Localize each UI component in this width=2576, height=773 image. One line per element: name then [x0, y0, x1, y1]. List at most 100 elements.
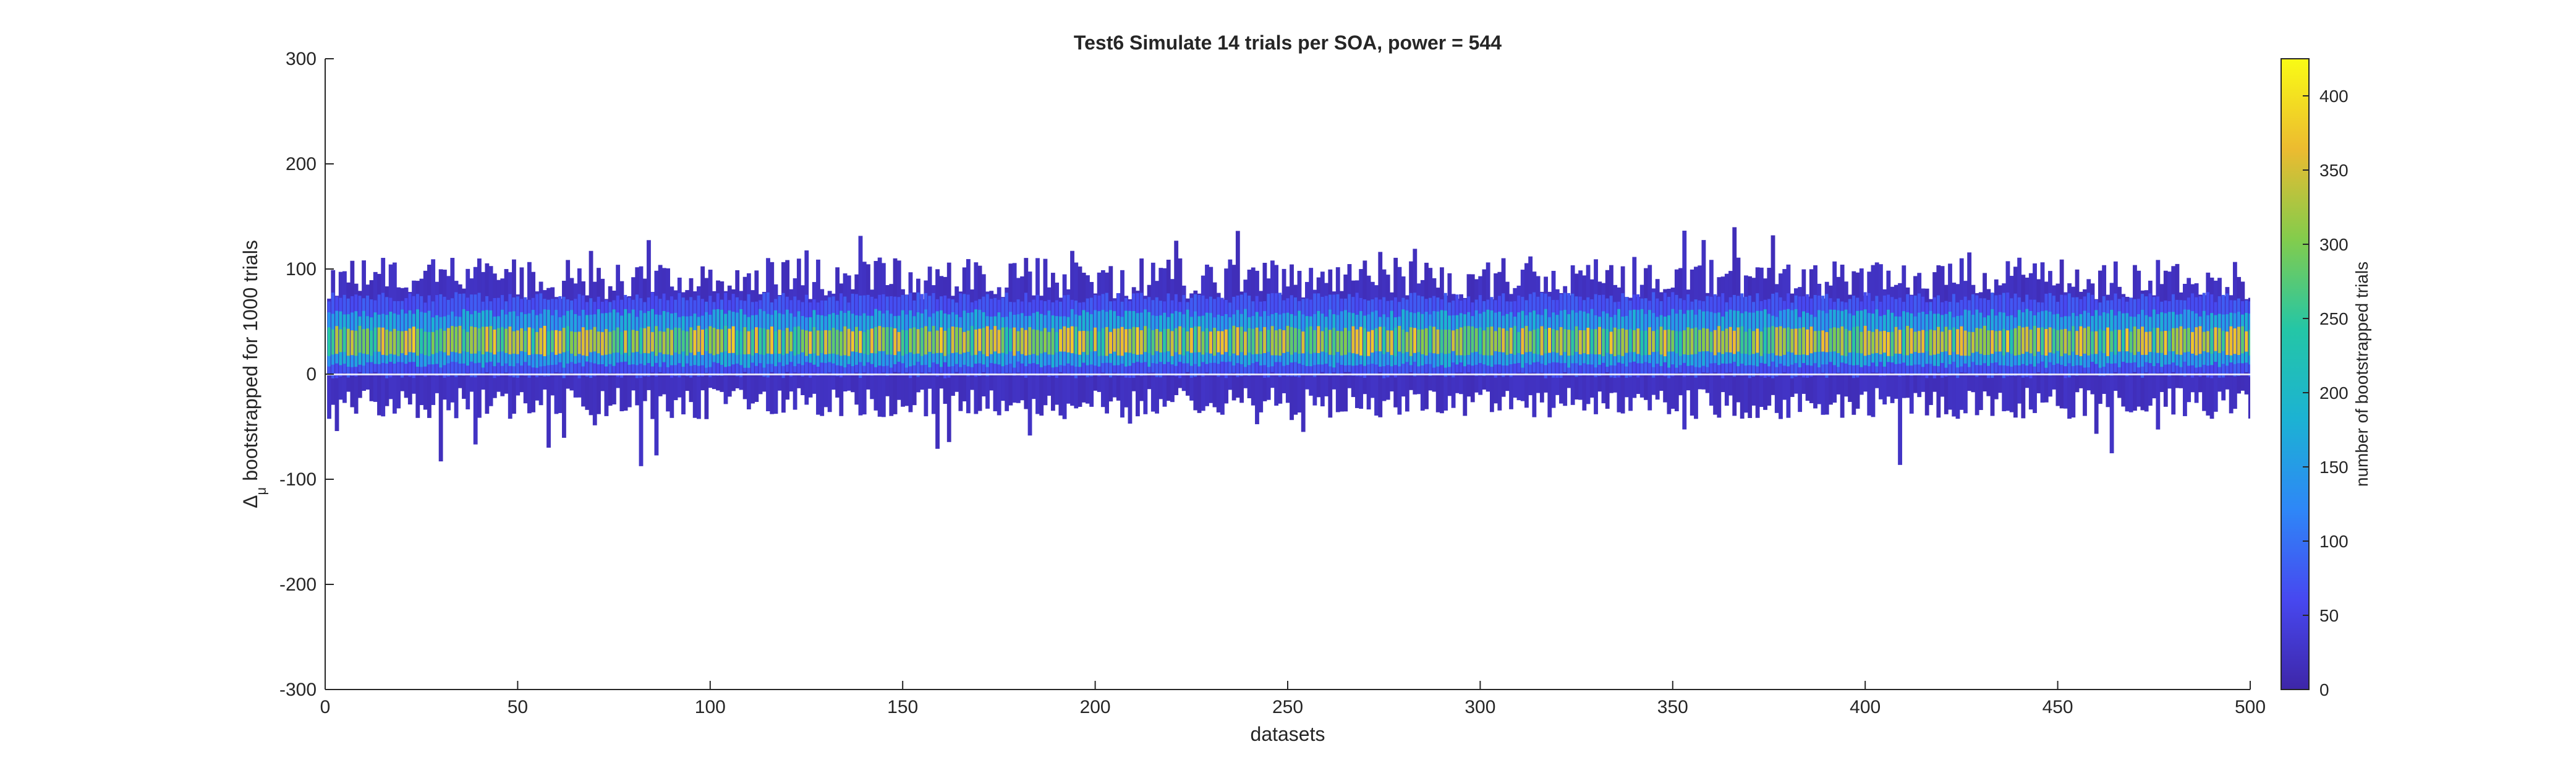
dataset-column — [1143, 296, 1148, 414]
density-cell — [909, 328, 912, 352]
dataset-column — [1470, 274, 1475, 403]
density-cell — [415, 328, 419, 356]
dataset-column — [1189, 293, 1194, 401]
dataset-column — [793, 278, 797, 410]
dataset-column — [1093, 293, 1098, 391]
density-cell — [2025, 327, 2029, 352]
density-cell — [508, 327, 512, 354]
density-cell — [516, 330, 519, 354]
dataset-column — [1478, 276, 1483, 395]
dataset-column — [1058, 297, 1063, 416]
dataset-column — [908, 272, 913, 412]
density-cell — [1182, 327, 1186, 356]
density-cell — [1066, 328, 1070, 352]
density-cell — [562, 328, 566, 352]
density-cell — [1817, 330, 1821, 352]
dataset-column — [754, 270, 759, 402]
density-cell — [608, 331, 612, 354]
dataset-column — [327, 298, 331, 419]
density-cell — [1089, 330, 1093, 352]
dataset-column — [392, 262, 397, 414]
density-cell — [1509, 327, 1513, 354]
dataset-column — [742, 276, 747, 399]
dataset-column — [512, 259, 516, 414]
dataset-column — [1928, 299, 1933, 405]
density-cell — [1070, 326, 1074, 354]
dataset-column — [1686, 289, 1691, 391]
dataset-column — [1293, 284, 1298, 415]
dataset-column — [1440, 267, 1444, 414]
dataset-column — [1817, 283, 1822, 404]
dataset-column — [1459, 294, 1463, 395]
dataset-column — [1382, 269, 1387, 401]
density-cell — [1921, 330, 1925, 353]
density-cell — [1174, 328, 1178, 352]
dataset-column — [1185, 298, 1190, 396]
density-cell — [1167, 328, 1170, 351]
density-cell — [878, 326, 882, 351]
zero-gap — [325, 374, 2250, 375]
density-cell — [1263, 327, 1267, 353]
dataset-column — [1309, 268, 1314, 396]
density-cell — [1013, 327, 1016, 356]
dataset-column — [1135, 291, 1140, 417]
dataset-column — [1001, 297, 1005, 401]
dataset-column — [1921, 288, 1926, 392]
density-cell — [890, 327, 893, 355]
dataset-column — [2075, 269, 2080, 393]
density-cell — [1532, 330, 1536, 354]
dataset-column — [1790, 293, 1795, 397]
density-cell — [1998, 330, 2002, 352]
dataset-column — [2121, 294, 2126, 407]
dataset-column — [2128, 297, 2133, 412]
density-cell — [1051, 328, 1055, 355]
density-cell — [1875, 329, 1879, 353]
dataset-column — [589, 250, 593, 416]
density-cell — [912, 327, 916, 354]
dataset-column — [685, 290, 690, 391]
dataset-column — [958, 291, 963, 411]
density-cell — [1798, 328, 1801, 355]
density-cell — [1663, 330, 1667, 357]
dataset-column — [673, 290, 678, 401]
density-cell — [1440, 329, 1443, 353]
dataset-column — [462, 288, 466, 399]
density-cell — [1478, 327, 1482, 354]
dataset-column — [893, 258, 898, 414]
dataset-column — [731, 289, 736, 391]
density-cell — [2121, 330, 2125, 351]
dataset-column — [1917, 273, 1922, 398]
density-cell — [389, 331, 393, 354]
colorbar-tick-label: 100 — [2319, 532, 2349, 551]
density-cell — [728, 328, 731, 354]
dataset-column — [523, 297, 528, 404]
dataset-column — [796, 258, 801, 388]
dataset-column — [1717, 277, 1722, 418]
dataset-column — [2033, 263, 2037, 413]
density-cell — [1486, 327, 1490, 356]
density-cell — [1613, 327, 1617, 356]
dataset-column — [1505, 281, 1510, 391]
dataset-column — [939, 276, 944, 389]
density-cell — [1979, 328, 1983, 354]
dataset-column — [1251, 267, 1256, 406]
dataset-column — [2237, 276, 2242, 394]
density-cell — [1047, 331, 1051, 355]
dataset-column — [438, 269, 443, 462]
density-cell — [708, 326, 712, 354]
density-cell — [893, 328, 897, 356]
dataset-column — [1139, 258, 1144, 401]
dataset-column — [435, 281, 440, 393]
density-cell — [647, 327, 650, 354]
density-cell — [1035, 330, 1039, 356]
density-cell — [974, 329, 978, 355]
dataset-column — [1732, 227, 1737, 416]
colorbar-tick-label: 250 — [2319, 309, 2349, 328]
dataset-column — [1193, 290, 1198, 411]
dataset-column — [396, 287, 401, 409]
density-cell — [1305, 327, 1309, 352]
density-cell — [451, 326, 454, 352]
dataset-column — [904, 294, 909, 406]
dataset-column — [1793, 288, 1798, 394]
dataset-column — [712, 291, 716, 390]
